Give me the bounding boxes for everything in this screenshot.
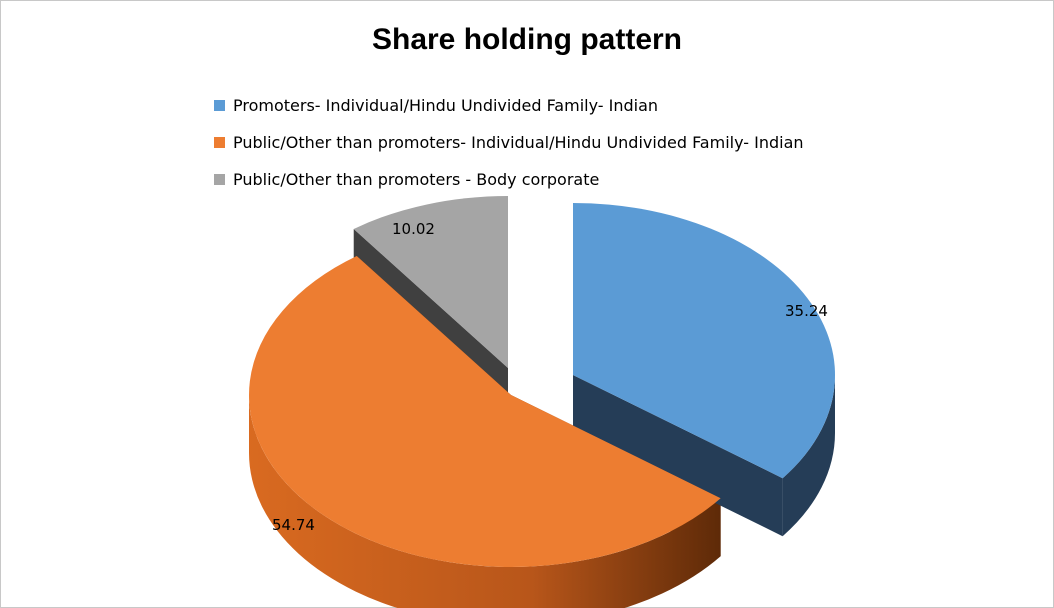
legend-swatch-public-individual xyxy=(214,137,225,148)
chart-legend: Promoters- Individual/Hindu Undivided Fa… xyxy=(214,87,804,198)
pie-slice-public-individual-wall xyxy=(249,395,721,608)
data-label-public-individual: 54.74 xyxy=(272,516,315,534)
data-label-body-corporate: 10.02 xyxy=(392,220,435,238)
legend-item-public-individual: Public/Other than promoters- Individual/… xyxy=(214,124,804,161)
data-label-promoters: 35.24 xyxy=(785,302,828,320)
pie-slice-public-individual xyxy=(249,255,721,567)
pie-slice-promoters-wall xyxy=(782,375,835,537)
legend-item-promoters: Promoters- Individual/Hindu Undivided Fa… xyxy=(214,87,804,124)
legend-label-body-corporate: Public/Other than promoters - Body corpo… xyxy=(233,170,600,189)
pie-slice-body-corporate xyxy=(353,196,508,368)
legend-label-promoters: Promoters- Individual/Hindu Undivided Fa… xyxy=(233,96,659,115)
legend-label-public-individual: Public/Other than promoters- Individual/… xyxy=(233,133,804,152)
legend-swatch-promoters xyxy=(214,100,225,111)
pie-slice-promoters-side-end xyxy=(573,375,783,537)
legend-swatch-body-corporate xyxy=(214,174,225,185)
legend-item-body-corporate: Public/Other than promoters - Body corpo… xyxy=(214,161,804,198)
chart-title: Share holding pattern xyxy=(371,23,683,56)
pie-slice-promoters xyxy=(573,203,836,479)
